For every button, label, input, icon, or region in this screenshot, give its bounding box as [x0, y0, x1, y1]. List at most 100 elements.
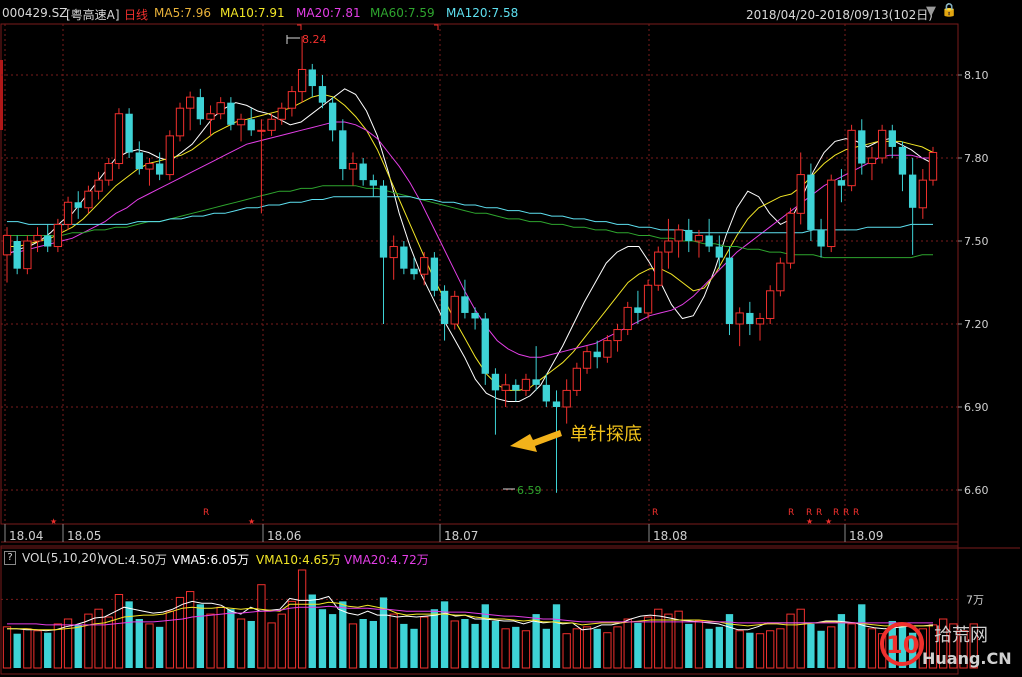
ma20-legend: MA20:7.81 — [296, 6, 361, 20]
candle-body-up — [175, 107, 185, 137]
volume-bar-up — [643, 616, 653, 669]
volume-bar-up — [175, 596, 185, 669]
volume-bar-up — [206, 613, 215, 669]
star-marker: ★ — [248, 517, 255, 526]
volume-bar-down — [807, 623, 815, 668]
volume-bar-up — [664, 613, 673, 669]
volume-bar-up — [348, 623, 358, 669]
candle-body-down — [481, 318, 489, 374]
volume-bar-up — [755, 633, 765, 669]
period-label[interactable]: 日线 — [124, 8, 149, 22]
candle-body-up — [786, 212, 795, 264]
candle-body-up — [94, 179, 103, 192]
ma20-line — [7, 121, 933, 358]
volume-bar-up — [786, 613, 795, 669]
r-marker: R — [203, 508, 209, 518]
volume-bar-down — [125, 601, 133, 668]
vma5-legend: VMA5:6.05万 — [172, 553, 250, 567]
r-marker: R — [788, 508, 794, 518]
candle-body-down — [359, 163, 367, 181]
candle-body-up — [766, 290, 775, 319]
volume-bar-up — [521, 630, 531, 669]
volume-bar-up — [267, 622, 276, 669]
candle-body-up — [277, 107, 286, 120]
candle-body-up — [582, 351, 592, 369]
price-tick-label: 7.80 — [964, 152, 989, 165]
candle-body-down — [196, 97, 205, 120]
candle-body-down — [837, 180, 846, 186]
volume-bar-down — [542, 628, 550, 668]
candle-body-down — [461, 296, 469, 313]
volume-tick-label: 7万 — [966, 593, 984, 606]
volume-bar-down — [552, 604, 561, 668]
volume-bar-up — [613, 626, 622, 669]
volume-bar-up — [94, 608, 103, 669]
candle-body-down — [888, 130, 896, 147]
candles — [2, 36, 938, 493]
volume-bar-up — [776, 628, 785, 669]
r-marker: R — [833, 508, 839, 518]
candle-body-up — [562, 389, 571, 408]
candle-body-down — [725, 257, 734, 324]
candle-body-up — [348, 163, 358, 170]
help-icon[interactable]: ? — [4, 551, 16, 565]
volume-bar-up — [796, 608, 805, 669]
volume-bar-up — [766, 630, 775, 669]
volume-bar-up — [420, 616, 429, 669]
volume-bar-up — [216, 606, 225, 669]
candle-body-down — [247, 119, 255, 131]
volume-bar-up — [847, 623, 856, 669]
ma10-legend: MA10:7.91 — [220, 6, 285, 20]
volume-bar-up — [572, 628, 582, 669]
lock-icon[interactable]: 🔒 — [941, 3, 958, 18]
volume-bar-down — [908, 632, 917, 668]
candle-body-down — [532, 379, 540, 385]
date-tick-label: 18.07 — [444, 529, 478, 543]
candle-body-down — [593, 351, 601, 358]
volume-bar-down — [339, 601, 347, 668]
candle-body-up — [867, 157, 877, 165]
dropdown-icon[interactable]: ▼ — [926, 4, 936, 19]
candle-body-up — [236, 118, 246, 126]
candle-body-up — [23, 240, 32, 270]
candle-body-down — [308, 69, 316, 87]
candle-body-down — [430, 257, 439, 291]
volume-bar-up — [562, 633, 571, 669]
volume-bar-up — [257, 584, 266, 669]
candle-body-down — [339, 130, 347, 170]
date-tick-label: 18.05 — [67, 529, 101, 543]
volume-bar-down — [491, 620, 500, 668]
volume-bar-down — [196, 604, 205, 668]
candle-body-up — [664, 240, 673, 253]
candle-body-up — [145, 163, 154, 170]
stock-name: [粤高速A] — [66, 8, 120, 22]
candle-body-down — [705, 235, 713, 247]
vma20-line — [7, 605, 933, 626]
price-tick-label: 7.50 — [964, 235, 989, 248]
candle-body-down — [369, 180, 377, 186]
single-needle-callout: 单针探底 — [510, 424, 642, 452]
volume-bar-up — [969, 623, 978, 669]
volume-bar-up — [623, 618, 632, 669]
ma120-line — [7, 196, 933, 234]
candle-body-up — [827, 179, 836, 248]
volume-bar-up — [297, 569, 307, 669]
candle-body-up — [654, 251, 663, 286]
candle-body-up — [267, 118, 276, 131]
volume-bar-up — [939, 618, 948, 669]
candle-body-up — [165, 135, 174, 176]
watermark-site-name: 拾荒网 — [934, 625, 988, 646]
volume-bar-up — [186, 591, 195, 669]
volume-bar-up — [603, 632, 612, 669]
candle-body-up — [776, 262, 785, 292]
callout-text: 单针探底 — [570, 424, 642, 445]
candle-body-down — [13, 241, 21, 269]
candle-body-up — [206, 113, 215, 120]
volume-bar-down — [379, 597, 388, 668]
volume-bar-up — [735, 630, 744, 669]
star-marker: ★ — [806, 517, 813, 526]
candle-body-down — [44, 235, 52, 247]
volume-bar-down — [593, 628, 601, 668]
volume-bar-down — [135, 619, 143, 668]
